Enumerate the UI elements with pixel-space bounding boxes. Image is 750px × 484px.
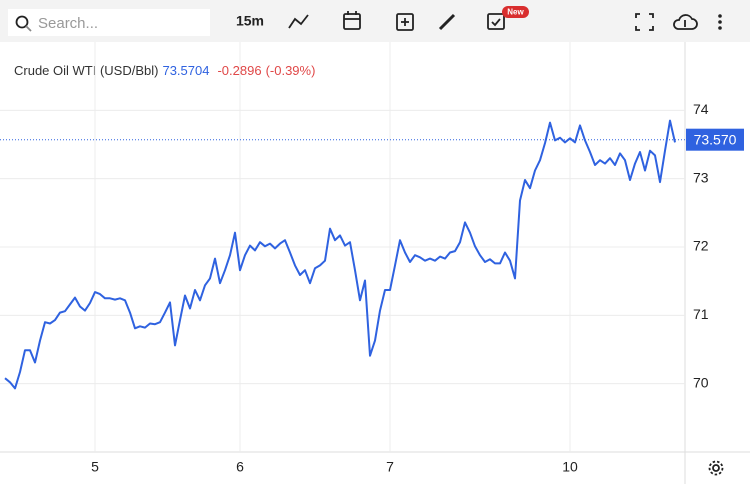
interval-button[interactable]: 15m [236, 13, 264, 29]
menu-button[interactable] [718, 14, 722, 30]
x-tick-label: 5 [91, 459, 99, 475]
x-tick-label: 7 [386, 459, 394, 475]
calendar-button[interactable] [343, 11, 361, 30]
price-tag [686, 128, 744, 151]
chart-type-button[interactable] [288, 14, 309, 29]
new-badge-text: New [507, 8, 524, 17]
y-tick-label: 74 [693, 101, 709, 117]
add-indicator-button[interactable] [396, 13, 414, 31]
plot [0, 42, 685, 452]
new-badge [502, 6, 529, 18]
price-tag-label: 73.570 [694, 131, 737, 147]
fullscreen-button[interactable] [635, 13, 654, 31]
draw-button[interactable] [438, 13, 456, 31]
search-placeholder: Search... [38, 15, 98, 32]
chart-title: Crude Oil WTI (USD/Bbl) [14, 63, 158, 78]
y-tick-label: 70 [693, 374, 709, 390]
y-tick-label: 73 [693, 169, 709, 185]
settings-button[interactable] [708, 460, 724, 476]
events-button[interactable] [487, 13, 505, 30]
x-tick-label: 6 [236, 459, 244, 475]
search-icon [25, 25, 32, 32]
y-tick-label: 72 [693, 238, 709, 254]
x-tick-label: 10 [562, 459, 578, 475]
search-box[interactable] [8, 9, 210, 36]
price-line [4, 119, 676, 390]
download-button[interactable] [673, 14, 698, 30]
change-pct: (-0.39%) [266, 63, 316, 78]
y-tick-label: 71 [693, 306, 709, 322]
search-icon [15, 15, 29, 29]
last-price: 73.5704 [162, 63, 209, 78]
chart-header: Crude Oil WTI (USD/Bbl)73.5704-0.2896(-0… [14, 63, 315, 78]
